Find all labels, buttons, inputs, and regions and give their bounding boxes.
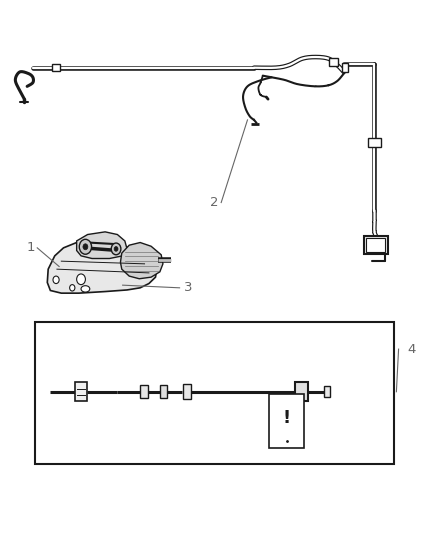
Bar — [160, 385, 167, 398]
Circle shape — [53, 276, 59, 284]
Text: 4: 4 — [407, 343, 416, 356]
Ellipse shape — [81, 286, 90, 292]
Bar — [364, 236, 388, 254]
Polygon shape — [47, 241, 157, 293]
Bar — [295, 382, 308, 401]
Bar — [52, 64, 60, 71]
Text: !: ! — [283, 409, 291, 427]
Text: 1: 1 — [26, 241, 35, 254]
Bar — [269, 394, 304, 448]
Bar — [140, 385, 148, 398]
Bar — [324, 386, 330, 397]
Bar — [183, 384, 191, 399]
Circle shape — [83, 244, 88, 250]
Circle shape — [77, 274, 85, 285]
Bar — [75, 382, 87, 401]
Bar — [366, 238, 385, 252]
Polygon shape — [120, 243, 163, 279]
Bar — [35, 322, 394, 464]
Circle shape — [70, 285, 75, 291]
Polygon shape — [77, 232, 127, 259]
Text: 2: 2 — [210, 196, 219, 209]
Circle shape — [111, 243, 121, 255]
Circle shape — [79, 239, 92, 254]
Bar — [342, 63, 348, 72]
Text: 3: 3 — [184, 281, 192, 294]
Bar — [328, 58, 338, 66]
Circle shape — [114, 247, 118, 251]
Bar — [368, 138, 381, 147]
